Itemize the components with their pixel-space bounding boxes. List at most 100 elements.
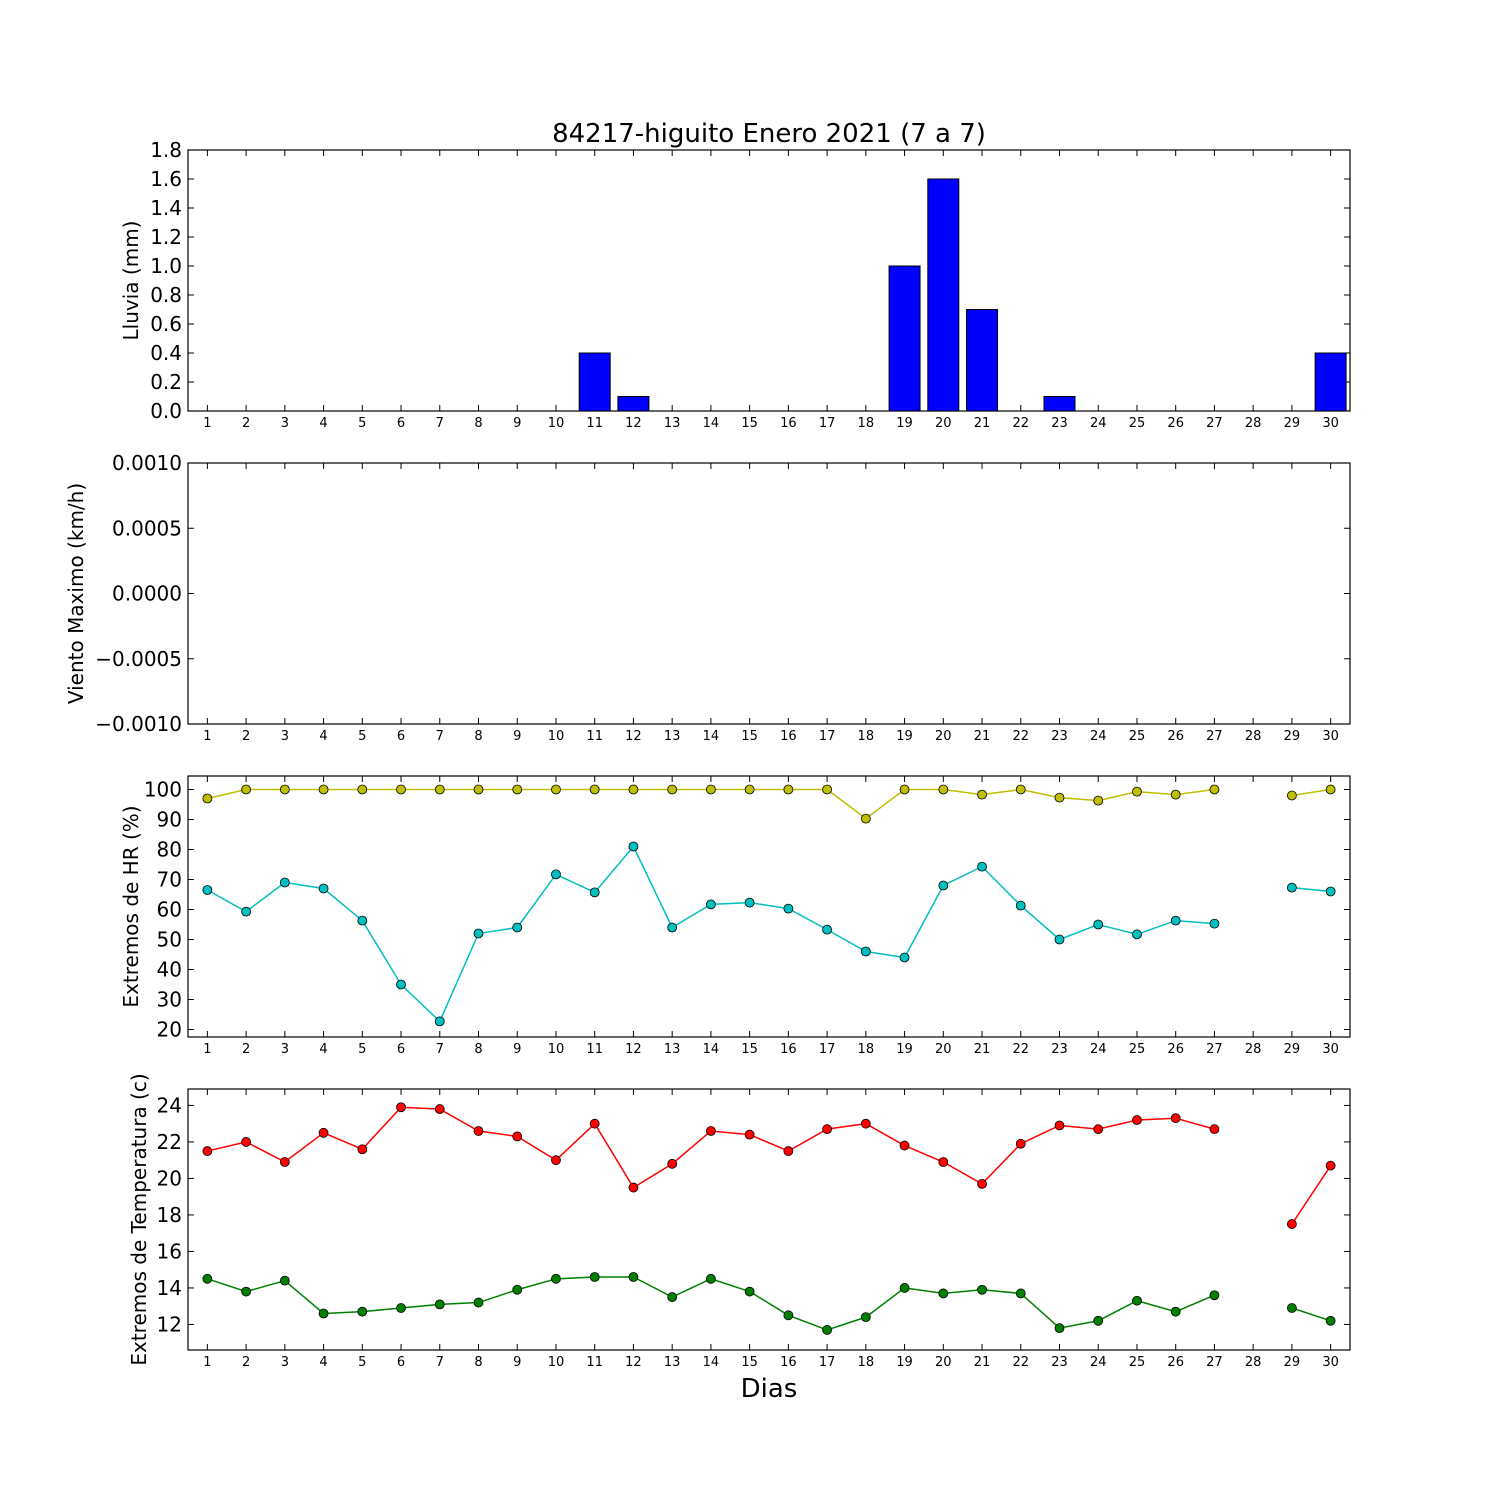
series-1-point-day-4 xyxy=(318,784,329,795)
series-2-point-day-26 xyxy=(1170,915,1181,926)
series-1-point-day-29 xyxy=(1287,1219,1297,1229)
y-tick-label: 1.8 xyxy=(150,138,182,162)
series-1-point-day-19 xyxy=(899,784,910,795)
series-1-point-day-13 xyxy=(667,1158,678,1169)
x-tick-label: 24 xyxy=(1090,729,1107,744)
x-tick-label: 11 xyxy=(586,1042,603,1057)
x-tick-label: 10 xyxy=(548,1042,565,1057)
series-2-point-day-20 xyxy=(938,880,949,891)
x-tick-label: 6 xyxy=(397,729,405,744)
series-1-point-day-20 xyxy=(938,784,949,795)
series-1-point-day-21 xyxy=(977,789,987,800)
x-tick-label: 10 xyxy=(548,729,565,744)
y-tick-label: 90 xyxy=(157,808,182,832)
series-2-point-day-15 xyxy=(744,1286,755,1297)
y-tick-label: 0.2 xyxy=(150,370,182,394)
y-tick-label: 0.0000 xyxy=(112,582,182,606)
x-tick-label: 12 xyxy=(625,1042,642,1057)
series-1-point-day-25 xyxy=(1132,786,1142,797)
series-2-point-day-13 xyxy=(667,1292,678,1302)
series-2-point-day-10 xyxy=(551,869,561,880)
series-2-point-day-29 xyxy=(1287,882,1297,893)
bar-day-23 xyxy=(1043,396,1076,412)
series-1-point-day-22 xyxy=(1015,784,1026,795)
y-tick-label: 12 xyxy=(157,1312,182,1336)
series-2-point-day-22 xyxy=(1015,1288,1026,1299)
x-tick-label: 6 xyxy=(397,1355,405,1370)
series-2-point-day-14 xyxy=(706,1273,716,1284)
series-2-point-day-5 xyxy=(357,1306,368,1317)
series-2-point-day-9 xyxy=(512,1284,523,1295)
series-2-line xyxy=(1291,886,1331,893)
y-axis-label: Lluvia (mm) xyxy=(119,221,143,341)
series-2-point-day-22 xyxy=(1015,900,1026,911)
series-1-point-day-18 xyxy=(860,813,871,824)
x-tick-label: 5 xyxy=(358,729,366,744)
series-1-point-day-10 xyxy=(551,1155,561,1166)
series-2-point-day-7 xyxy=(434,1299,445,1310)
series-2-point-day-17 xyxy=(822,1325,832,1335)
x-tick-label: 28 xyxy=(1245,416,1262,431)
x-tick-label: 29 xyxy=(1284,416,1301,431)
x-tick-label: 14 xyxy=(703,1042,720,1057)
x-tick-label: 23 xyxy=(1051,1355,1068,1370)
series-2-point-day-4 xyxy=(318,883,329,894)
y-tick-label: 100 xyxy=(144,778,182,802)
series-1-point-day-22 xyxy=(1015,1138,1026,1149)
x-tick-label: 22 xyxy=(1012,729,1029,744)
series-2-point-day-23 xyxy=(1054,934,1065,945)
x-tick-label: 18 xyxy=(858,1355,875,1370)
x-tick-label: 11 xyxy=(586,416,603,431)
series-2-point-day-18 xyxy=(860,1312,871,1323)
y-tick-label: 60 xyxy=(157,898,182,922)
x-tick-label: 30 xyxy=(1322,1355,1339,1370)
x-tick-label: 3 xyxy=(281,1355,289,1370)
x-tick-label: 14 xyxy=(703,1355,720,1370)
series-2-point-day-7 xyxy=(434,1016,445,1027)
series-2-point-day-5 xyxy=(357,915,368,926)
y-axis-label: Viento Maximo (km/h) xyxy=(64,483,88,704)
series-1-point-day-3 xyxy=(279,784,290,795)
y-tick-label: 0.8 xyxy=(150,283,182,307)
series-1-point-day-17 xyxy=(822,1124,832,1135)
y-tick-label: 14 xyxy=(157,1276,182,1300)
x-tick-label: 4 xyxy=(319,416,327,431)
x-tick-label: 20 xyxy=(935,416,952,431)
x-tick-label: 30 xyxy=(1322,1042,1339,1057)
bar-day-19 xyxy=(888,265,921,412)
x-tick-label: 28 xyxy=(1245,729,1262,744)
series-2-point-day-11 xyxy=(589,1272,600,1282)
bar-day-12 xyxy=(617,396,650,412)
x-tick-label: 1 xyxy=(203,416,211,431)
y-tick-label: 18 xyxy=(157,1203,182,1227)
series-2-point-day-2 xyxy=(241,1286,252,1297)
series-1-point-day-8 xyxy=(473,784,484,795)
x-tick-label: 25 xyxy=(1129,1042,1146,1057)
x-tick-label: 9 xyxy=(513,1355,521,1370)
series-2-point-day-16 xyxy=(783,903,794,914)
panel-frame xyxy=(187,149,1351,412)
series-1-point-day-12 xyxy=(628,784,639,795)
x-tick-label: 28 xyxy=(1245,1042,1262,1057)
y-tick-label: 80 xyxy=(157,838,182,862)
y-tick-label: 0.6 xyxy=(150,312,182,336)
x-tick-label: 3 xyxy=(281,1042,289,1057)
series-1-point-day-12 xyxy=(628,1182,639,1193)
x-tick-label: 7 xyxy=(436,729,444,744)
x-tick-label: 18 xyxy=(858,416,875,431)
x-tick-label: 19 xyxy=(896,1042,913,1057)
series-2-point-day-11 xyxy=(589,887,600,898)
x-tick-label: 21 xyxy=(974,1042,991,1057)
x-tick-label: 15 xyxy=(741,729,758,744)
x-tick-label: 17 xyxy=(819,729,836,744)
series-2-point-day-20 xyxy=(938,1288,949,1299)
series-1-point-day-14 xyxy=(706,784,716,795)
x-tick-label: 22 xyxy=(1012,416,1029,431)
x-tick-label: 2 xyxy=(242,1355,250,1370)
series-1-point-day-29 xyxy=(1287,790,1297,801)
x-tick-label: 25 xyxy=(1129,729,1146,744)
y-tick-label: 30 xyxy=(157,988,182,1012)
x-tick-label: 5 xyxy=(358,1355,366,1370)
